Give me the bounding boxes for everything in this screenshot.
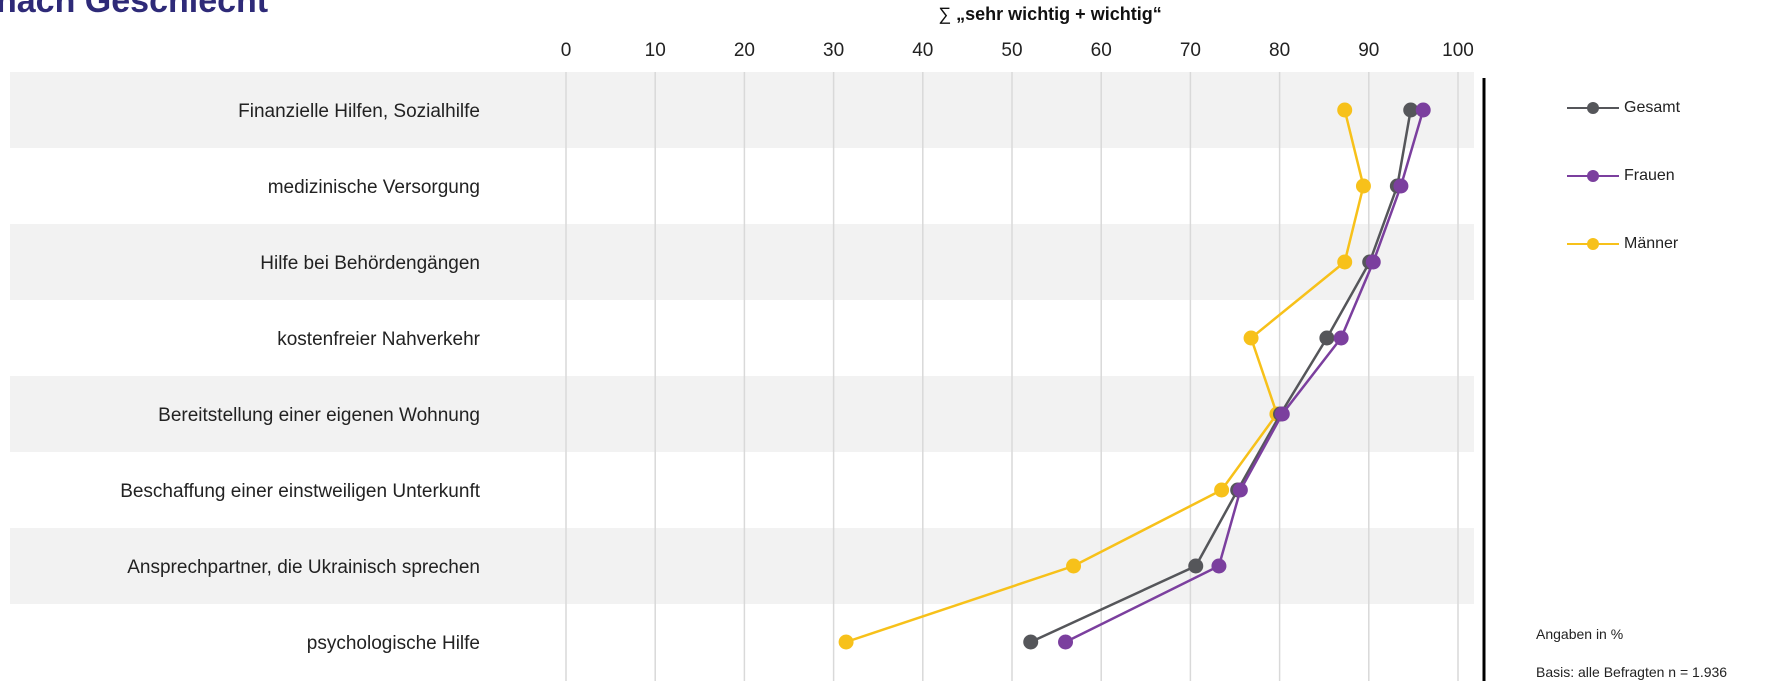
row-bands [10,72,1474,604]
x-tick-labels: 0 10 20 30 40 50 60 70 80 90 100 [561,40,1474,61]
series-line-frauen [1064,109,1425,644]
row-band [10,224,1474,300]
series-line-gesamt [1030,109,1412,644]
data-point-frauen [1211,558,1227,574]
data-point-maenner [1066,558,1082,574]
category-label: Bereitstellung einer eigenen Wohnung [158,405,480,426]
category-label: Finanzielle Hilfen, Sozialhilfe [238,101,480,122]
category-labels: Finanzielle Hilfen, Sozialhilfe medizinis… [120,101,481,654]
x-tick-label: 100 [1442,40,1474,61]
dot-line-chart: 0 10 20 30 40 50 60 70 80 90 100 Finanzielle Hilfe… [10,40,1486,681]
data-point-gesamt [1319,330,1335,346]
legend-label-maenner: Männer [1624,235,1679,252]
data-point-frauen [1393,178,1409,194]
x-tick-label: 80 [1269,40,1290,61]
x-tick-label: 60 [1091,40,1112,61]
row-band [10,376,1474,452]
series-lines [838,102,1431,650]
row-band [10,72,1474,148]
x-tick-label: 30 [823,40,844,61]
basis-note: Basis: alle Befragten n = 1.936 [1536,664,1728,680]
category-label: Ansprechpartner, die Ukrainisch sprechen [127,557,480,578]
legend-marker-frauen [1567,170,1619,182]
legend-item-maenner: Männer [1565,232,1765,256]
data-point-gesamt [1403,102,1419,118]
series-frauen [1058,102,1431,650]
data-point-maenner [1214,482,1230,498]
x-tick-label: 90 [1358,40,1379,61]
x-tick-label: 40 [912,40,933,61]
x-tick-label: 50 [1001,40,1022,61]
category-label: Beschaffung einer einstweiligen Unterkun… [120,481,481,502]
data-point-maenner [838,634,854,650]
data-point-maenner [1243,330,1259,346]
data-point-frauen [1415,102,1431,118]
category-label: Hilfe bei Behördengängen [260,253,480,274]
row-band [10,528,1474,604]
page-title: nach Geschlecht [0,0,269,20]
data-point-frauen [1058,634,1074,650]
data-point-frauen [1333,330,1349,346]
legend-label-gesamt: Gesamt [1624,99,1681,116]
category-label: psychologische Hilfe [307,633,480,654]
grid-lines [565,72,1459,681]
x-tick-label: 20 [734,40,755,61]
data-point-gesamt [1188,558,1204,574]
data-point-frauen [1232,482,1248,498]
x-tick-label: 10 [645,40,666,61]
category-label: medizinische Versorgung [268,177,480,198]
x-tick-label: 0 [561,40,572,61]
data-point-maenner [1337,102,1353,118]
legend-item-gesamt: Gesamt [1565,96,1765,120]
legend-item-frauen: Frauen [1565,164,1765,188]
x-axis-title-text: „sehr wichtig + wichtig“ [956,4,1162,24]
legend-marker-gesamt [1567,102,1619,114]
legend-label-frauen: Frauen [1624,167,1675,184]
data-point-frauen [1274,406,1290,422]
series-line-maenner [845,109,1365,644]
data-point-maenner [1355,178,1371,194]
x-axis-title: ∑ „sehr wichtig + wichtig“ [700,4,1400,25]
legend-marker-maenner [1567,238,1619,250]
category-label: kostenfreier Nahverkehr [277,329,480,350]
unit-note: Angaben in % [1536,626,1624,642]
x-tick-label: 70 [1180,40,1201,61]
data-point-maenner [1337,254,1353,270]
x-axis-title-sum: ∑ [938,4,952,24]
data-point-frauen [1365,254,1381,270]
data-point-gesamt [1023,634,1039,650]
